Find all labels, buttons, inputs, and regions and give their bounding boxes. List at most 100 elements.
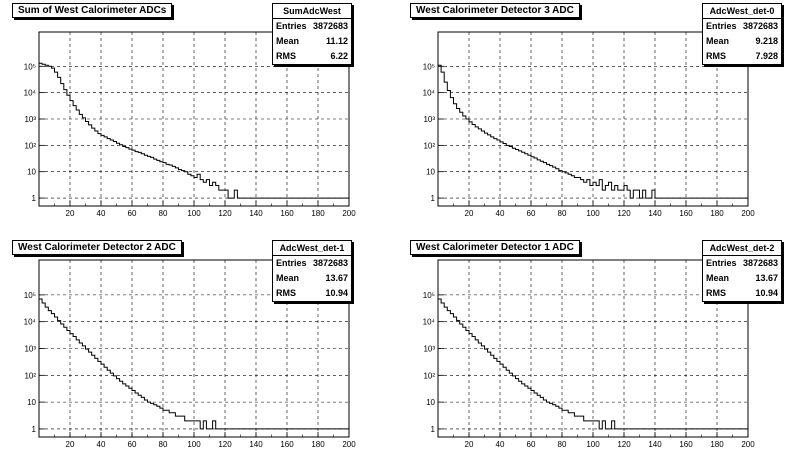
panel-3-xtick-label-2: 60 [527,440,536,449]
panel-1-entries-value: 3872683 [742,21,778,31]
panel-3-xtick-label-1: 40 [496,440,505,449]
panel-1-xtick-label-3: 80 [558,209,567,218]
panel-2-ytick-label-5: 10⁵ [24,291,36,300]
panel-1-xtick-label-6: 140 [648,209,662,218]
panel-3-ytick-label-3: 10³ [423,345,435,354]
panel-0-ytick-label-5: 10⁵ [24,62,36,71]
panel-0-xtick-label-1: 40 [97,209,106,218]
panel-3-ytick-label-5: 10⁵ [423,291,435,300]
panel-2-xtick-label-9: 200 [342,440,356,449]
panel-1-ytick-label-2: 10² [423,141,435,150]
panel-0-xtick-label-4: 100 [187,209,201,218]
panel-3-stats-name: AdcWest_det-2 [703,241,781,256]
panel-2-rms-value: 10.94 [325,288,348,298]
panel-1-xtick-label-1: 40 [496,209,505,218]
panel-0-rms-label: RMS [276,51,296,61]
panel-0-xtick-label-9: 200 [342,209,356,218]
panel-0-xtick-label-8: 180 [311,209,325,218]
panel-0-entries-label: Entries [276,21,307,31]
panel-3-ytick-label-0: 1 [431,425,436,434]
panel-0-stats-name: SumAdcWest [273,4,351,19]
panel-1-histogram-line [438,64,748,199]
panel-0-ytick-label-4: 10⁴ [24,89,37,98]
panel-3-xtick-label-0: 20 [465,440,474,449]
panel-0-stats-box: SumAdcWest Entries 3872683 Mean 11.12 RMS 6… [272,3,352,65]
panel-3-xtick-label-4: 100 [586,440,600,449]
panel-2-ytick-label-2: 10² [24,371,36,380]
panel-3-xtick-label-6: 140 [648,440,662,449]
panel-2-xtick-label-7: 160 [280,440,294,449]
panel-2-xtick-label-4: 100 [187,440,201,449]
panel-0-entries-value: 3872683 [312,21,348,31]
panel-0-title: Sum of West Calorimeter ADCs [12,3,173,18]
panel-0-ytick-label-3: 10³ [24,115,36,124]
panel-2-xtick-label-5: 120 [218,440,232,449]
panel-1-ytick-label-3: 10³ [423,115,435,124]
panel-2-ytick-label-1: 10 [27,398,36,407]
panel-1-rms-value: 7.928 [755,51,778,61]
panel-0: 20 40 60 80 100 120 140 160 180 200 1 10 10² 10³ 10⁴ 10… [24,31,356,218]
panel-1-xtick-label-0: 20 [465,209,474,218]
panel-2-title: West Calorimeter Detector 2 ADC [12,240,182,255]
panel-1-entries-label: Entries [706,21,737,31]
panel-2-xtick-label-2: 60 [128,440,137,449]
panel-1-ytick-label-4: 10⁴ [423,89,436,98]
panel-3-mean-label: Mean [706,273,730,283]
panel-2-entries-label: Entries [276,258,307,268]
panel-3-ytick-label-4: 10⁴ [423,318,436,327]
panel-2-stats-box: AdcWest_det-1 Entries 3872683 Mean 13.67 R… [272,240,352,302]
panel-1-rms-label: RMS [706,51,726,61]
panel-2-ytick-label-3: 10³ [24,345,36,354]
panel-2-ytick-label-4: 10⁴ [24,318,37,327]
panel-0-xtick-label-0: 20 [66,209,75,218]
panel-3-histogram-line [438,298,748,430]
panel-3-xtick-label-9: 200 [741,440,755,449]
panel-0-xtick-label-6: 140 [249,209,263,218]
panel-1-xtick-label-7: 160 [679,209,693,218]
panel-1-mean-value: 9.218 [755,36,778,46]
panel-0-xtick-label-3: 80 [159,209,168,218]
panel-3-entries-label: Entries [706,258,737,268]
panel-3-title: West Calorimeter Detector 1 ADC [410,240,580,255]
panel-0-rms-value: 6.22 [330,51,348,61]
panel-1: 20 40 60 80 100 120 140 160 180 200 1 10 10² 10³ 10⁴ 10… [423,31,755,218]
panel-3-stats-box: AdcWest_det-2 Entries 3872683 Mean 13.67 R… [702,240,782,302]
panel-1-title: West Calorimeter Detector 3 ADC [410,3,580,18]
panel-1-xtick-label-2: 60 [527,209,536,218]
panel-2-xtick-label-1: 40 [97,440,106,449]
panel-2-xtick-label-8: 180 [311,440,325,449]
panel-1-mean-label: Mean [706,36,730,46]
panel-2-stats-name: AdcWest_det-1 [273,241,351,256]
panel-3-mean-value: 13.67 [755,273,778,283]
panel-3: 20 40 60 80 100 120 140 160 180 200 1 10 10² 10³ 10⁴ 10… [423,259,755,449]
panel-2-rms-label: RMS [276,288,296,298]
panel-3-xtick-label-7: 160 [679,440,693,449]
panel-3-ytick-label-2: 10² [423,371,435,380]
panel-0-xtick-label-5: 120 [218,209,232,218]
panel-1-ytick-label-5: 10⁵ [423,62,435,71]
panel-2-ytick-label-0: 1 [32,425,37,434]
panel-0-ytick-label-0: 1 [32,194,37,203]
panel-2-mean-value: 13.67 [325,273,348,283]
panel-1-xtick-label-5: 120 [617,209,631,218]
panel-1-ytick-label-0: 1 [431,194,436,203]
panel-2-entries-value: 3872683 [312,258,348,268]
panel-0-xtick-label-2: 60 [128,209,137,218]
panel-0-ytick-label-2: 10² [24,141,36,150]
panel-1-xtick-label-8: 180 [710,209,724,218]
panel-0-mean-value: 11.12 [325,36,348,46]
panel-0-xtick-label-7: 160 [280,209,294,218]
panel-3-xtick-label-5: 120 [617,440,631,449]
panel-3-ytick-label-1: 10 [426,398,435,407]
panel-3-entries-value: 3872683 [742,258,778,268]
panel-3-rms-value: 10.94 [755,288,778,298]
panel-3-xtick-label-3: 80 [558,440,567,449]
panel-2-mean-label: Mean [276,273,300,283]
panel-2: 20 40 60 80 100 120 140 160 180 200 1 10 10² 10³ 10⁴ 10… [24,259,356,449]
panel-1-xtick-label-9: 200 [741,209,755,218]
panel-2-histogram-line [39,298,349,430]
panel-0-mean-label: Mean [276,36,300,46]
panel-1-xtick-label-4: 100 [586,209,600,218]
panel-0-ytick-label-1: 10 [27,168,36,177]
